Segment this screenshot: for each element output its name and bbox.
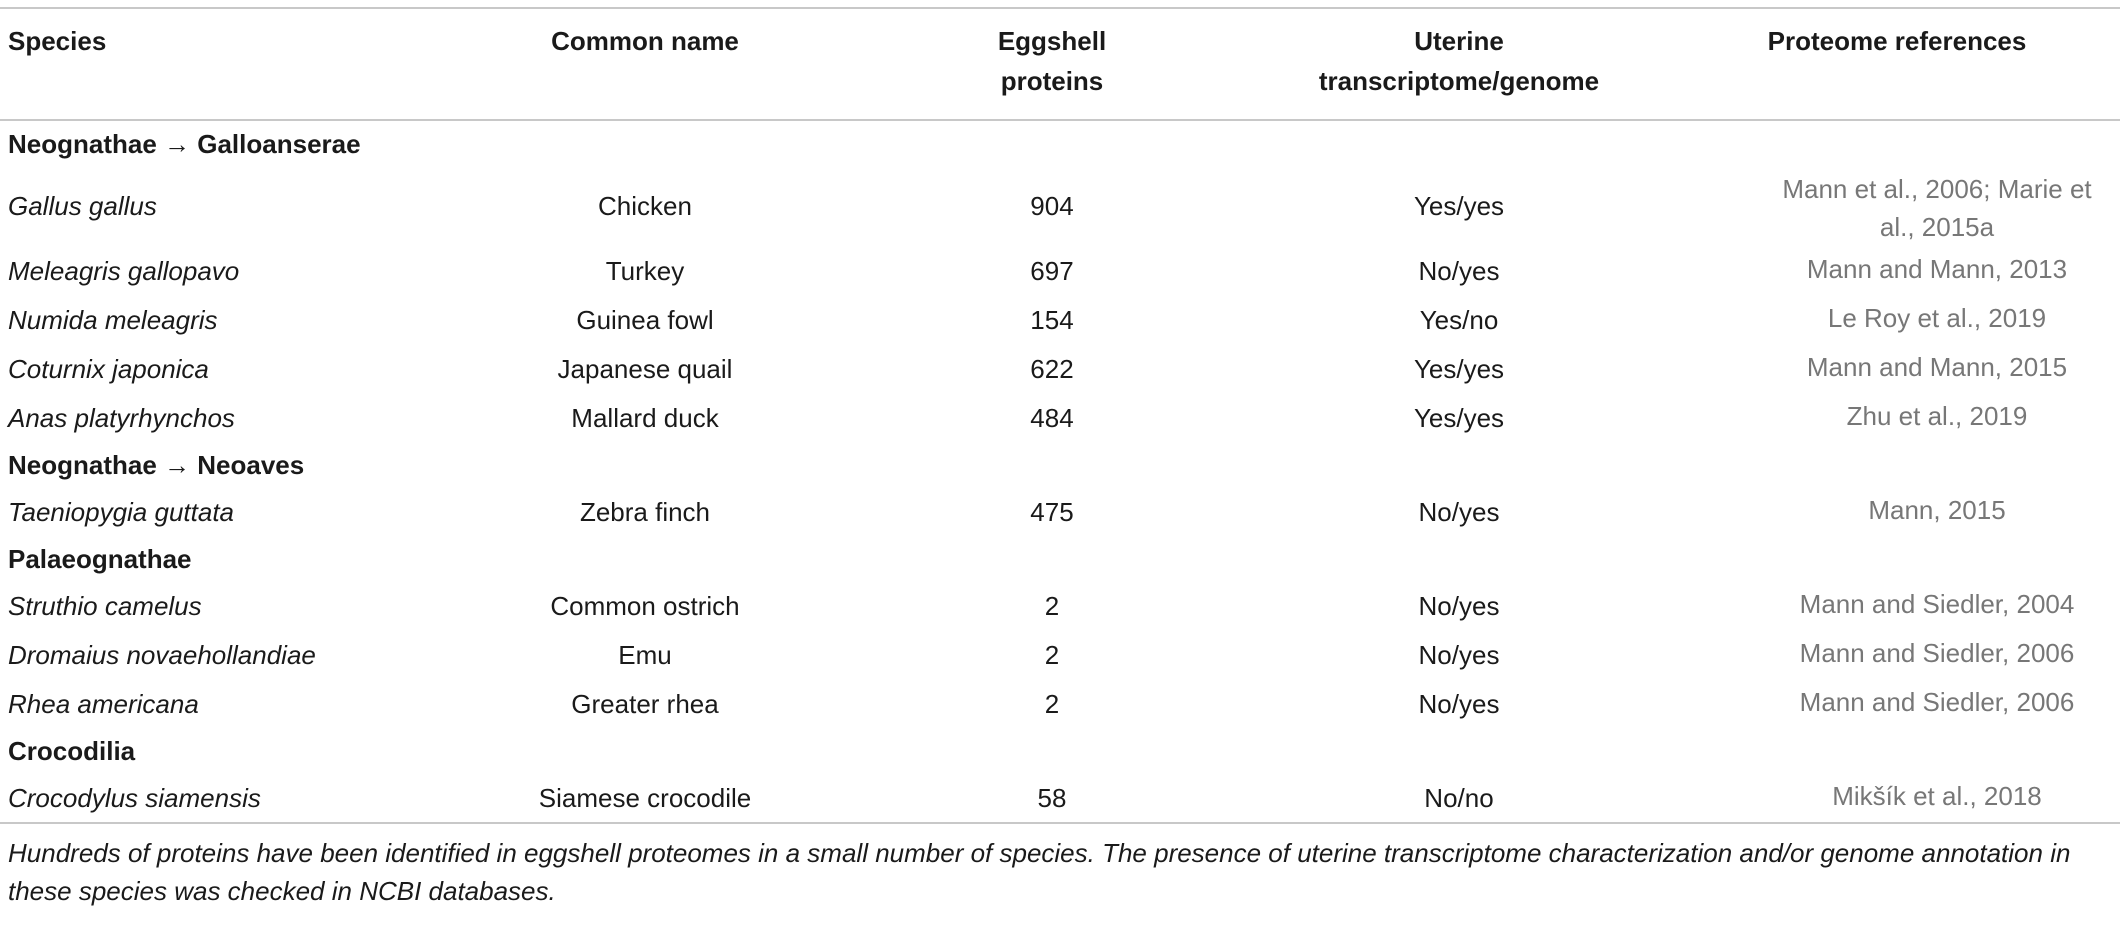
eggshell-proteins: 154 (1030, 304, 1074, 335)
common-name: Greater rhea (571, 688, 719, 719)
transcriptome-genome: Yes/yes (1413, 402, 1505, 433)
common-name: Guinea fowl (576, 304, 714, 335)
eggshell-proteins: 2 (1044, 590, 1060, 621)
data-row: Gallus gallus Chicken 904 Yes/yes Mann et al… (0, 166, 2120, 246)
reference: Mann and Mann, 2015 (1806, 352, 2068, 382)
eggshell-proteins: 904 (1030, 191, 1074, 221)
eggshell-proteins: 484 (1030, 402, 1074, 433)
transcriptome-genome: No/yes (1418, 688, 1500, 719)
table-body: Neognathae → Galloanserae Gallus gallus Ch… (0, 120, 2120, 823)
reference: Mann and Siedler, 2004 (1799, 589, 2075, 619)
common-name: Zebra finch (579, 496, 711, 527)
eggshell-proteins: 622 (1030, 353, 1074, 384)
column-header-text: Proteome references (1767, 26, 2027, 56)
column-header-text: Uterine transcriptome/genome (1318, 26, 1600, 96)
species: Gallus gallus (8, 191, 157, 221)
transcriptome-genome: Yes/yes (1413, 191, 1505, 221)
transcriptome-genome: Yes/yes (1413, 353, 1505, 384)
group-label: Neognathae → Neoaves (8, 449, 305, 480)
column-header: Uterine transcriptome/genome (1244, 8, 1674, 120)
reference: Mann and Siedler, 2006 (1799, 638, 2075, 668)
transcriptome-genome: Yes/no (1419, 304, 1499, 335)
eggshell-proteins: 58 (1037, 782, 1067, 813)
reference: Mann and Siedler, 2006 (1799, 687, 2075, 717)
reference: Zhu et al., 2019 (1846, 401, 2028, 431)
reference: Mann, 2015 (1868, 495, 2006, 525)
species: Coturnix japonica (8, 353, 209, 384)
eggshell-proteins: 475 (1030, 496, 1074, 527)
eggshell-proteins: 697 (1030, 255, 1074, 286)
group-row: Crocodilia (0, 728, 2120, 773)
common-name: Siamese crocodile (538, 782, 752, 813)
reference: Mann et al., 2006; Marie et al., 2015a (1782, 174, 2092, 242)
data-row: Taeniopygia guttata Zebra finch 475 No/yes M… (0, 487, 2120, 536)
data-row: Rhea americana Greater rhea 2 No/yes Mann an… (0, 679, 2120, 728)
data-row: Anas platyrhynchos Mallard duck 484 Yes/yes… (0, 393, 2120, 442)
common-name: Emu (618, 639, 672, 670)
common-name: Common ostrich (550, 590, 740, 621)
reference: Mikšík et al., 2018 (1832, 781, 2042, 811)
data-row: Numida meleagris Guinea fowl 154 Yes/no Le R… (0, 295, 2120, 344)
column-header-text: Common name (551, 26, 739, 56)
column-header-text: Eggshell proteins (997, 26, 1107, 96)
common-name: Chicken (598, 191, 692, 221)
group-row: Neognathae → Galloanserae (0, 120, 2120, 166)
species: Rhea americana (8, 688, 199, 719)
eggshell-proteins: 2 (1044, 639, 1060, 670)
common-name: Japanese quail (557, 353, 733, 384)
data-row: Coturnix japonica Japanese quail 622 Yes/ye… (0, 344, 2120, 393)
species: Anas platyrhynchos (8, 402, 235, 433)
group-label: Neognathae → Galloanserae (8, 128, 361, 159)
transcriptome-genome: No/yes (1418, 496, 1500, 527)
group-label: Palaeognathae (8, 543, 192, 574)
species: Numida meleagris (8, 304, 218, 335)
table: Species Common name Eggshell proteins Uteri… (0, 7, 2120, 824)
data-row: Dromaius novaehollandiae Emu 2 No/yes Mann a… (0, 630, 2120, 679)
reference: Mann and Mann, 2013 (1806, 254, 2068, 284)
data-row: Struthio camelus Common ostrich 2 No/yes Man… (0, 581, 2120, 630)
column-header: Eggshell proteins (860, 8, 1244, 120)
caption: Hundreds of proteins have been identifie… (8, 838, 2071, 906)
column-header: Proteome references (1674, 8, 2120, 120)
reference: Le Roy et al., 2019 (1827, 303, 2047, 333)
column-header: Common name (430, 8, 860, 120)
group-row: Palaeognathae (0, 536, 2120, 581)
transcriptome-genome: No/yes (1418, 590, 1500, 621)
transcriptome-genome: No/no (1424, 782, 1494, 813)
transcriptome-genome: No/yes (1418, 639, 1500, 670)
eggshell-proteins: 2 (1044, 688, 1060, 719)
species: Crocodylus siamensis (8, 782, 261, 813)
header-row: Species Common name Eggshell proteins Uteri… (0, 8, 2120, 120)
column-header: Species (0, 8, 430, 120)
species: Struthio camelus (8, 590, 202, 621)
group-row: Neognathae → Neoaves (0, 442, 2120, 487)
transcriptome-genome: No/yes (1418, 255, 1500, 286)
table-header: Species Common name Eggshell proteins Uteri… (0, 8, 2120, 120)
species: Dromaius novaehollandiae (8, 639, 316, 670)
species: Taeniopygia guttata (8, 496, 235, 527)
data-row: Crocodylus siamensis Siamese crocodile 58 N… (0, 773, 2120, 823)
data-row: Meleagris gallopavo Turkey 697 No/yes Mann a… (0, 246, 2120, 295)
common-name: Turkey (605, 255, 685, 286)
species: Meleagris gallopavo (8, 255, 240, 286)
group-label: Crocodilia (8, 735, 136, 766)
common-name: Mallard duck (571, 402, 719, 433)
column-header-text: Species (8, 26, 107, 56)
